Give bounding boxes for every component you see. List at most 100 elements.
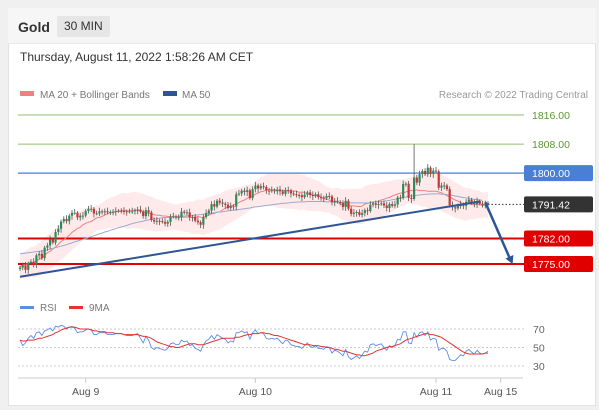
candle-body bbox=[336, 200, 339, 202]
candle-body bbox=[54, 232, 57, 243]
level-badge-1800.00 bbox=[524, 165, 593, 182]
candle-body bbox=[333, 200, 336, 203]
candle-body bbox=[292, 193, 295, 195]
bollinger-band-area bbox=[20, 172, 488, 280]
candle-body bbox=[410, 197, 413, 199]
projection-arrow-shaft bbox=[484, 201, 511, 259]
rsi-line bbox=[19, 324, 489, 361]
candle-body bbox=[355, 212, 358, 214]
candle-body bbox=[49, 239, 52, 246]
candle-body bbox=[347, 200, 350, 209]
candle-body bbox=[448, 189, 451, 206]
candle-body bbox=[339, 201, 342, 203]
candle-body bbox=[106, 211, 109, 213]
level-label-1775.00: 1775.00 bbox=[532, 259, 570, 271]
chart-timestamp: Thursday, August 11, 2022 1:58:26 AM CET bbox=[20, 50, 254, 64]
candle-body bbox=[396, 197, 399, 205]
candle-body bbox=[59, 221, 63, 229]
candle-body bbox=[363, 210, 366, 214]
candle-body bbox=[169, 216, 172, 222]
research-credit: Research © 2022 Trading Central bbox=[439, 90, 588, 101]
candle-body bbox=[415, 177, 418, 183]
candle-body bbox=[418, 174, 421, 183]
candle-body bbox=[224, 203, 227, 205]
candle-body bbox=[144, 210, 147, 217]
candle-body bbox=[426, 167, 429, 175]
rsi-ma-legend-swatch bbox=[69, 306, 83, 309]
candle-body bbox=[117, 210, 120, 212]
timeframe-badge[interactable]: 30 MIN bbox=[57, 16, 110, 37]
candle-body bbox=[377, 204, 380, 206]
candle-body bbox=[62, 218, 65, 222]
candle-body bbox=[122, 210, 126, 212]
candle-body bbox=[456, 206, 459, 209]
candle-body bbox=[281, 191, 284, 194]
candle-body bbox=[295, 194, 298, 196]
ma20-line bbox=[19, 188, 489, 268]
bollinger-band bbox=[20, 172, 488, 280]
candle-body bbox=[125, 211, 128, 213]
candle-body bbox=[18, 267, 22, 270]
rsi-panel: 70 50 30 bbox=[18, 324, 545, 373]
rsi-tick-70: 70 bbox=[533, 324, 545, 336]
candle-body bbox=[73, 212, 76, 214]
level-badge-1775.00 bbox=[524, 256, 593, 272]
candle-body bbox=[205, 213, 208, 218]
candle-body bbox=[191, 216, 194, 218]
candle-body bbox=[114, 210, 117, 212]
level-label-1816.00: 1816.00 bbox=[532, 110, 570, 122]
candle-body bbox=[298, 194, 301, 196]
candle-body bbox=[226, 204, 230, 209]
candle-body bbox=[29, 261, 33, 264]
candle-body bbox=[92, 208, 95, 214]
candle-body bbox=[385, 205, 388, 209]
level-label-1800.00: 1800.00 bbox=[532, 168, 570, 180]
candle-body bbox=[109, 212, 112, 214]
rsi-legend-label: RSI bbox=[40, 303, 57, 314]
candle-body bbox=[311, 194, 314, 197]
candle-body bbox=[218, 200, 221, 203]
candle-body bbox=[251, 189, 254, 198]
candle-body bbox=[207, 210, 210, 214]
candle-body bbox=[246, 190, 249, 193]
symbol-title: Gold bbox=[18, 19, 50, 35]
candle-body bbox=[142, 211, 145, 217]
candle-body bbox=[174, 216, 178, 218]
candle-body bbox=[70, 212, 74, 216]
candle-body bbox=[183, 211, 186, 213]
candle-body bbox=[407, 183, 410, 198]
candle-body bbox=[399, 197, 402, 199]
candle-body bbox=[128, 211, 131, 213]
candle-body bbox=[371, 203, 375, 205]
candle-body bbox=[287, 190, 290, 192]
candle-body bbox=[322, 197, 325, 199]
x-axis-ticks: Aug 9 Aug 10 Aug 11 Aug 15 bbox=[72, 378, 517, 398]
candle-body bbox=[330, 196, 334, 203]
candle-body bbox=[21, 265, 24, 268]
candle-body bbox=[163, 221, 167, 224]
candle-body bbox=[185, 212, 189, 214]
candle-body bbox=[388, 204, 391, 209]
candle-body bbox=[235, 194, 238, 207]
level-label-1808.00: 1808.00 bbox=[532, 139, 570, 151]
candle-body bbox=[57, 228, 60, 233]
candle-body bbox=[328, 196, 331, 198]
candle-body bbox=[232, 206, 235, 208]
candle-body bbox=[24, 265, 27, 270]
candle-body bbox=[257, 185, 260, 189]
ma20-legend-label: MA 20 + Bollinger Bands bbox=[40, 90, 150, 101]
candle-body bbox=[68, 215, 71, 222]
candle-body bbox=[276, 189, 279, 192]
candle-body bbox=[243, 190, 246, 193]
rsi-ma-legend-label: 9MA bbox=[89, 303, 110, 314]
candle-body bbox=[237, 193, 241, 195]
x-tick-label: Aug 10 bbox=[239, 386, 272, 398]
candle-body bbox=[136, 209, 139, 211]
candle-body bbox=[161, 221, 164, 223]
candle-body bbox=[413, 177, 416, 199]
candle-body bbox=[120, 210, 123, 212]
candle-body bbox=[350, 208, 353, 214]
candle-body bbox=[46, 245, 49, 248]
candle-body bbox=[76, 212, 79, 218]
